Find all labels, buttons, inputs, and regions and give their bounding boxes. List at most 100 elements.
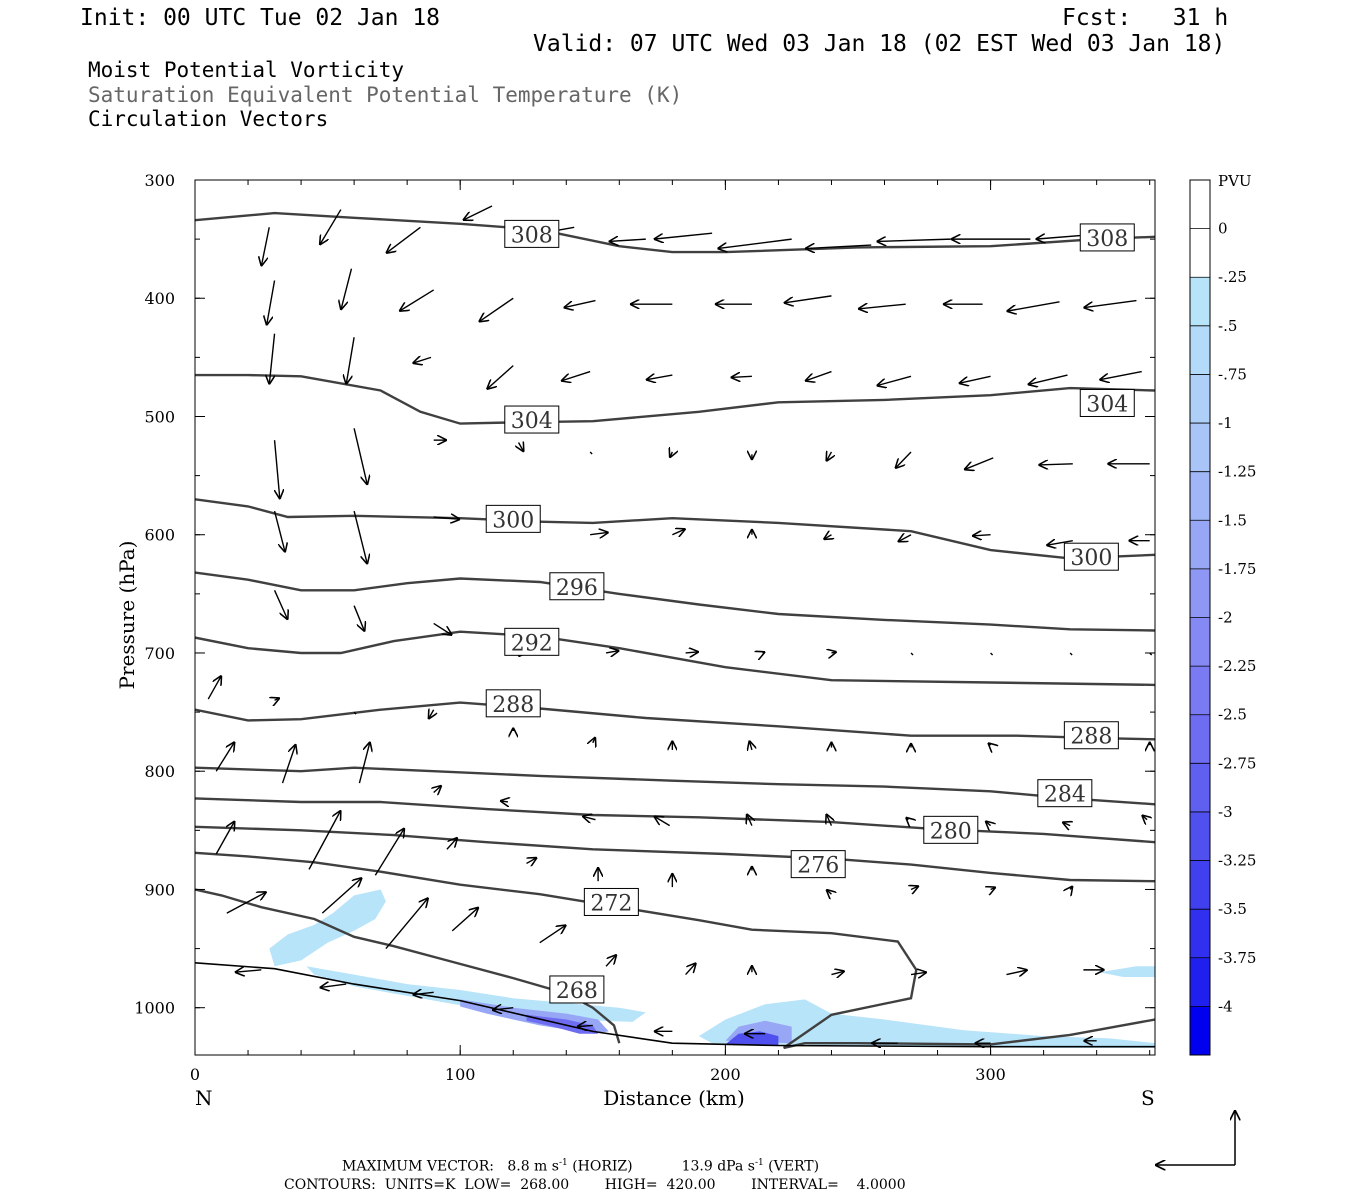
vector-123 xyxy=(412,992,434,994)
vector-32 xyxy=(877,375,912,385)
colorbar-swatch-8 xyxy=(1190,568,1210,618)
colorbar-label-15: -3.75 xyxy=(1218,949,1256,967)
vector-64 xyxy=(605,651,619,653)
colorbar-label-0: 0 xyxy=(1218,220,1228,238)
pv-shading xyxy=(269,889,1155,1048)
vector-35 xyxy=(1099,370,1142,380)
vector-73 xyxy=(275,698,280,700)
colorbar-label-6: -1.5 xyxy=(1218,511,1247,529)
colorbar-swatch-16 xyxy=(1190,957,1210,1007)
colorbar-label-9: -2.25 xyxy=(1218,657,1256,675)
vector-44 xyxy=(895,451,912,469)
contour-label-304-1: 304 xyxy=(1086,392,1128,417)
vector-52 xyxy=(590,532,609,534)
vector-115 xyxy=(685,963,697,976)
vector-26 xyxy=(412,357,432,363)
vector-107 xyxy=(991,887,996,889)
colorbar-unit: PVU xyxy=(1218,172,1252,190)
colorbar-swatch-17 xyxy=(1190,1006,1210,1055)
vector-5 xyxy=(609,239,646,241)
vector-105 xyxy=(826,889,831,894)
contour-label-272-0: 272 xyxy=(590,891,632,916)
contour-label-box-280-0 xyxy=(923,815,979,844)
contour-labels: 308 308 304 304 300 300 296 292 288 288 284 280 276 2… xyxy=(485,219,1135,1004)
y-tick-label-500: 500 xyxy=(144,407,175,426)
contour-label-280-0: 280 xyxy=(930,819,972,844)
vector-93 xyxy=(906,817,909,819)
contour-label-box-296-0 xyxy=(549,572,605,601)
vector-75 xyxy=(428,710,433,719)
colorbar-label-1: -.25 xyxy=(1218,268,1247,286)
vector-6 xyxy=(654,232,713,239)
colorbar-label-13: -3.25 xyxy=(1218,852,1256,870)
contour-label-box-308-0 xyxy=(504,219,560,248)
contour-label-box-304-0 xyxy=(504,405,560,434)
vector-24 xyxy=(269,333,276,385)
vector-19 xyxy=(784,295,832,303)
contour-288 xyxy=(195,701,1155,741)
contour-label-box-300-1 xyxy=(1063,542,1119,571)
vector-57 xyxy=(972,535,991,536)
vector-84 xyxy=(215,742,235,772)
vector-1 xyxy=(320,209,342,245)
colorbar-label-16: -4 xyxy=(1218,997,1233,1015)
vector-60 xyxy=(273,590,288,620)
colorbar-swatch-10 xyxy=(1190,666,1210,715)
pv-region-0 xyxy=(269,889,386,967)
colorbar-swatch-1 xyxy=(1190,228,1210,278)
colorbar-label-4: -1 xyxy=(1218,414,1233,432)
vector-53 xyxy=(672,529,685,535)
vector-43 xyxy=(826,452,831,461)
vector-70 xyxy=(1069,652,1073,656)
vector-110 xyxy=(321,878,362,914)
vector-65 xyxy=(685,652,699,653)
colorbar-label-11: -2.75 xyxy=(1218,754,1256,772)
contour-label-300-0: 300 xyxy=(492,508,534,533)
y-tick-label-800: 800 xyxy=(144,762,175,781)
colorbar-swatch-6 xyxy=(1190,471,1210,521)
vector-91 xyxy=(747,814,752,826)
contour-label-box-272-0 xyxy=(583,887,639,916)
x-tick-label-100: 100 xyxy=(445,1065,476,1084)
colorbar-swatch-0 xyxy=(1190,180,1210,229)
contour-label-box-300-0 xyxy=(485,504,541,533)
plot-frame xyxy=(194,179,1156,1056)
vector-114 xyxy=(605,954,617,967)
contour-276 xyxy=(195,825,1155,883)
contour-label-box-304-1 xyxy=(1079,388,1135,417)
vert-tag: (VERT) xyxy=(768,1158,820,1175)
contour-label-308-0: 308 xyxy=(511,223,553,248)
colorbar-label-2: -.5 xyxy=(1218,317,1237,335)
contour-label-268-0: 268 xyxy=(556,979,598,1004)
y-tick-label-700: 700 xyxy=(144,644,175,663)
vector-34 xyxy=(1028,374,1068,384)
colorbar-label-3: -.75 xyxy=(1218,365,1247,383)
x-axis-label: Distance (km) xyxy=(603,1086,745,1110)
vector-97 xyxy=(215,821,235,855)
title-line-1: Moist Potential Vorticity xyxy=(88,58,405,82)
vector-37 xyxy=(353,428,367,485)
vector-25 xyxy=(346,337,355,384)
vector-16 xyxy=(564,299,596,308)
vector-23 xyxy=(1083,299,1137,308)
vector-101 xyxy=(526,858,537,864)
vector-118 xyxy=(910,972,927,974)
vector-12 xyxy=(267,280,276,326)
colorbar-swatch-9 xyxy=(1190,617,1210,667)
vector-89 xyxy=(582,816,596,820)
contour-label-box-268-0 xyxy=(549,975,605,1004)
vector-33 xyxy=(959,375,991,383)
vector-86 xyxy=(358,742,370,784)
vector-82 xyxy=(988,743,991,745)
x-left-label: N xyxy=(195,1086,213,1110)
vector-48 xyxy=(273,510,286,552)
colorbar-label-5: -1.25 xyxy=(1218,463,1256,481)
contour-308 xyxy=(195,211,1155,254)
vector-36 xyxy=(273,440,280,499)
vector-106 xyxy=(911,886,919,890)
vector-122 xyxy=(320,984,347,988)
vector-30 xyxy=(731,376,752,377)
vector-74 xyxy=(353,711,357,715)
x-tick-label-0: 0 xyxy=(190,1065,200,1084)
